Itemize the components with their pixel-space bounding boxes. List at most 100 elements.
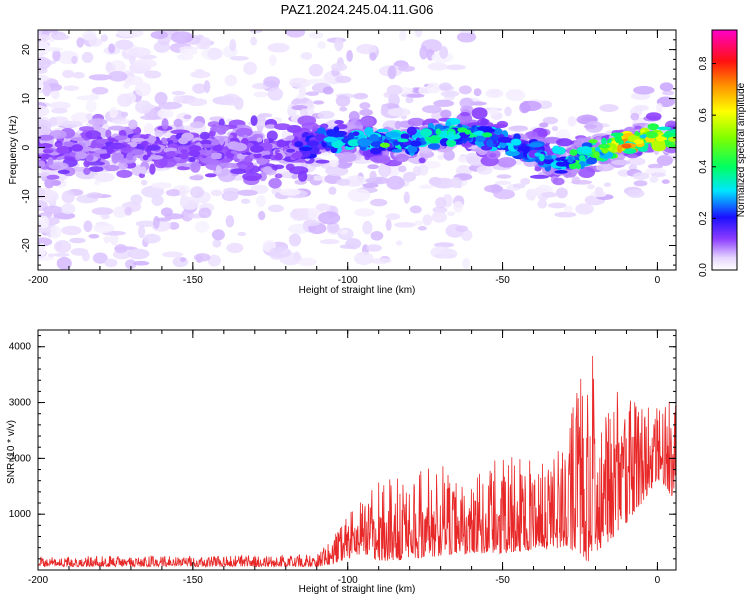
ridge-blob xyxy=(76,151,88,160)
noise-blob xyxy=(144,70,162,79)
noise-blob xyxy=(460,229,473,241)
ridge-blob xyxy=(99,152,111,159)
noise-blob xyxy=(38,215,50,229)
noise-blob xyxy=(456,31,477,43)
ridge-blob xyxy=(446,138,457,148)
ridge-blob xyxy=(86,154,94,162)
noise-blob xyxy=(221,93,241,106)
ridge-blob xyxy=(71,144,84,152)
ridge-blob xyxy=(188,157,196,163)
noise-blob xyxy=(339,229,348,235)
noise-blob xyxy=(105,61,112,72)
snr-y-tick-label: 2000 xyxy=(9,453,32,464)
halo-blob xyxy=(534,166,542,172)
noise-blob xyxy=(547,202,567,209)
ridge-blob xyxy=(593,151,600,159)
noise-blob xyxy=(69,237,86,244)
noise-blob xyxy=(207,47,223,60)
halo-blob xyxy=(139,166,147,175)
ridge-blob xyxy=(655,139,666,148)
noise-blob xyxy=(520,177,531,185)
noise-blob xyxy=(171,90,186,96)
ridge-blob xyxy=(70,137,84,142)
ridge-blob xyxy=(493,127,503,136)
noise-blob xyxy=(594,186,604,197)
noise-blob xyxy=(462,258,471,269)
noise-blob xyxy=(496,174,512,179)
ridge-blob xyxy=(106,145,114,155)
noise-blob xyxy=(180,257,187,263)
hotspot-blob xyxy=(482,132,493,138)
snr-x-tick-label: 0 xyxy=(655,575,661,586)
ridge-blob xyxy=(551,145,561,154)
noise-blob xyxy=(63,85,80,91)
noise-blob xyxy=(662,90,675,96)
halo-blob xyxy=(88,118,108,126)
ridge-blob xyxy=(253,153,262,159)
noise-blob xyxy=(409,205,422,214)
noise-blob xyxy=(603,182,612,187)
noise-blob xyxy=(198,207,212,219)
ridge-blob xyxy=(445,120,452,128)
noise-blob xyxy=(575,203,594,215)
noise-blob xyxy=(71,55,78,65)
snr-series-line xyxy=(38,355,676,569)
noise-blob xyxy=(38,74,50,83)
noise-blob xyxy=(353,92,369,100)
halo-blob xyxy=(529,174,549,179)
halo-blob xyxy=(218,118,225,127)
noise-blob xyxy=(440,90,460,98)
noise-blob xyxy=(240,198,251,204)
noise-blob xyxy=(386,84,403,96)
ridge-blob xyxy=(447,134,456,141)
halo-blob xyxy=(626,153,639,159)
noise-blob xyxy=(305,91,319,96)
noise-blob xyxy=(179,186,186,198)
noise-blob xyxy=(229,55,249,61)
noise-blob xyxy=(42,205,63,215)
halo-blob xyxy=(242,172,262,182)
ridge-blob xyxy=(486,139,494,148)
spectrogram-x-tick-label: -150 xyxy=(183,275,203,286)
halo-blob xyxy=(199,131,211,140)
noise-blob xyxy=(285,30,306,38)
noise-blob xyxy=(326,222,340,233)
noise-blob xyxy=(268,246,292,258)
noise-blob xyxy=(71,112,92,124)
noise-blob xyxy=(151,195,164,206)
ridge-blob xyxy=(131,149,144,156)
halo-blob xyxy=(161,118,169,130)
noise-blob xyxy=(165,189,182,197)
noise-blob xyxy=(236,189,258,196)
colorbar-label: Normalized spectral amplitude xyxy=(736,82,747,217)
noise-blob xyxy=(315,203,331,212)
halo-blob xyxy=(268,177,282,189)
noise-blob xyxy=(76,95,100,101)
ridge-blob xyxy=(489,134,499,141)
noise-blob xyxy=(583,124,597,129)
ridge-blob xyxy=(188,145,202,152)
noise-blob xyxy=(346,49,353,62)
ridge-blob xyxy=(392,140,400,146)
noise-blob xyxy=(311,175,325,181)
ridge-blob xyxy=(578,154,586,162)
ridge-blob xyxy=(232,142,248,152)
noise-blob xyxy=(362,183,379,188)
noise-blob xyxy=(633,85,655,95)
halo-blob xyxy=(204,173,217,178)
noise-blob xyxy=(49,101,71,110)
colorbar-gradient xyxy=(711,29,738,271)
hotspot-blob xyxy=(457,127,468,133)
ridge-blob xyxy=(55,142,63,148)
noise-blob xyxy=(317,110,335,119)
ridge-blob xyxy=(575,163,582,170)
noise-blob xyxy=(627,157,646,166)
noise-blob xyxy=(212,239,222,248)
noise-blob xyxy=(318,211,341,225)
ridge-blob xyxy=(142,154,149,161)
noise-blob xyxy=(120,111,129,117)
noise-blob xyxy=(649,175,659,183)
noise-blob xyxy=(414,30,423,38)
noise-blob xyxy=(135,100,152,114)
